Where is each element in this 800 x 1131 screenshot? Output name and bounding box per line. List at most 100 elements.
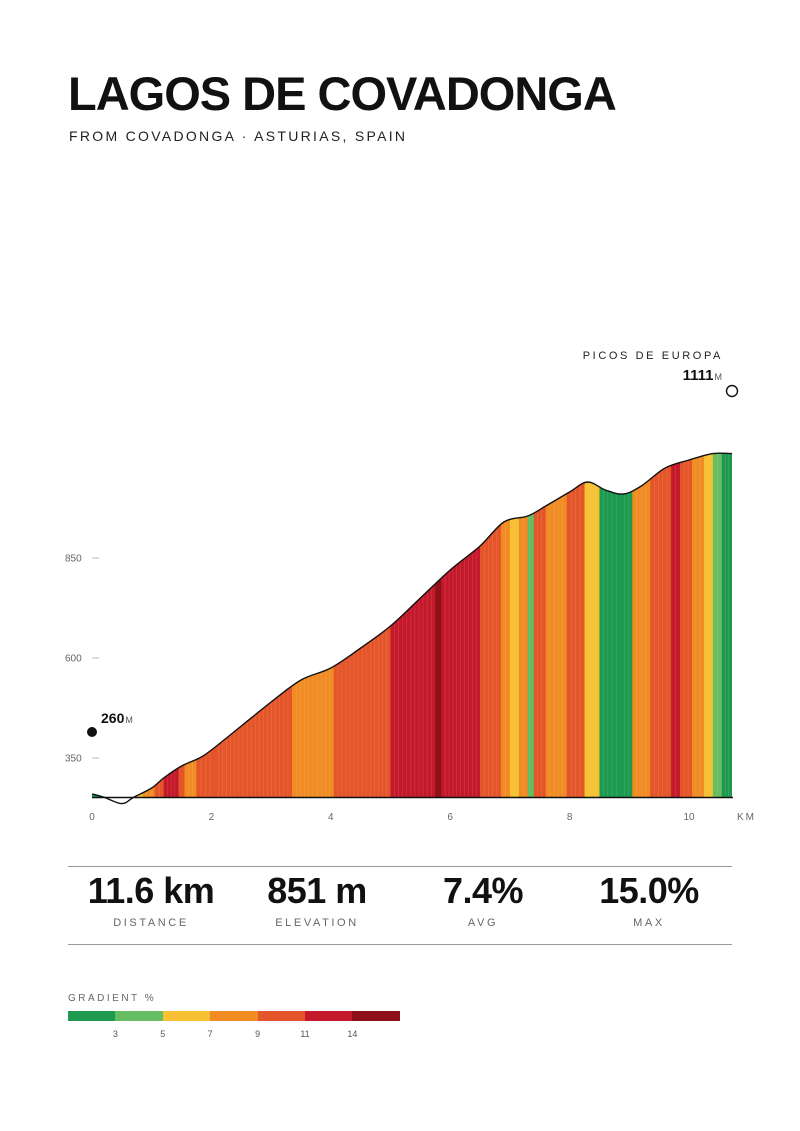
summit-name-label: PICOS DE EUROPA (583, 350, 723, 362)
gradient-bar (117, 453, 122, 798)
gradient-bar (171, 453, 176, 798)
y-tick-label: 350 (65, 754, 82, 765)
legend-tick-label: 3 (112, 1029, 118, 1039)
gradient-bar (174, 453, 179, 798)
gradient-bar (329, 453, 335, 798)
legend-swatch (162, 1011, 211, 1021)
gradient-bar (255, 453, 260, 798)
gradient-bar (247, 453, 252, 798)
gradient-bar (209, 453, 215, 798)
gradient-bar (588, 453, 593, 798)
gradient-bar (472, 453, 477, 798)
gradient-bar (259, 453, 264, 798)
page-title: LAGOS DE COVADONGA (68, 67, 617, 120)
gradient-bar (234, 453, 240, 798)
gradient-bar (105, 453, 111, 798)
page-subtitle: FROM COVADONGA · ASTURIAS, SPAIN (69, 128, 408, 144)
gradient-bar (267, 453, 272, 798)
x-tick-label: 6 (447, 812, 453, 823)
gradient-bar (218, 453, 223, 798)
gradient-bar (378, 453, 383, 798)
gradient-bar (558, 453, 563, 798)
stat-label: AVG (467, 917, 499, 929)
gradient-bar (505, 453, 511, 798)
gradient-bar (452, 453, 458, 798)
gradient-bar (129, 453, 135, 798)
gradient-bar (584, 453, 589, 798)
x-tick-label: 8 (567, 812, 573, 823)
gradient-bar (692, 453, 697, 798)
gradient-bar (518, 453, 524, 798)
y-tick-label: 850 (65, 554, 82, 565)
gradient-bar (275, 453, 281, 798)
gradient-bar (628, 453, 633, 798)
gradient-bar (533, 453, 539, 798)
legend-tick-label: 14 (347, 1029, 358, 1039)
gradient-bar (333, 453, 339, 798)
gradient-bar (188, 453, 193, 798)
stats-top-rule (68, 866, 732, 867)
stat-max: 15.0% MAX (564, 868, 734, 929)
gradient-bar (571, 453, 576, 798)
legend-swatch (352, 1011, 400, 1021)
gradient-bar (300, 453, 305, 798)
gradient-bar (509, 453, 515, 798)
gradient-bar (124, 453, 130, 798)
gradient-bar (636, 453, 642, 798)
gradient-bar (675, 453, 681, 798)
gradient-bar (523, 453, 529, 798)
gradient-bar (406, 453, 412, 798)
gradient-bar (607, 453, 613, 798)
gradient-bar (595, 453, 600, 798)
gradient-bar (292, 453, 297, 798)
gradient-bar (96, 453, 102, 798)
gradient-bar (721, 453, 726, 798)
gradient-bar (624, 453, 629, 798)
gradient-bar (500, 453, 506, 798)
legend-tick-label: 9 (255, 1029, 261, 1039)
gradient-bar (699, 453, 705, 798)
elevation-profile-line (91, 452, 733, 805)
y-tick-label: 600 (65, 654, 82, 665)
gradient-bar (464, 453, 469, 798)
gradient-bar (684, 453, 689, 798)
gradient-bar (688, 453, 693, 798)
gradient-bar (271, 453, 276, 798)
gradient-bar (419, 453, 424, 798)
gradient-bar (345, 453, 351, 798)
gradient-bar (279, 453, 285, 798)
gradient-bar (641, 453, 647, 798)
stat-value: 7.4% (442, 870, 524, 911)
stat-elevation: 851 m ELEVATION (232, 868, 402, 929)
gradient-bar (321, 453, 326, 798)
gradient-bar (537, 453, 543, 798)
gradient-bar (545, 453, 551, 798)
gradient-bar (196, 453, 202, 798)
gradient-bar (337, 453, 343, 798)
gradient-bar (658, 453, 664, 798)
legend-tick-label: 5 (160, 1029, 166, 1039)
gradient-bar (514, 453, 520, 798)
gradient-bar (374, 453, 379, 798)
gradient-bar (575, 453, 581, 798)
stats-bottom-rule (68, 944, 732, 945)
x-axis-unit-label: KM (737, 812, 756, 823)
gradient-bar (251, 453, 256, 798)
legend-swatch (210, 1011, 258, 1021)
gradient-bar (645, 453, 651, 798)
gradient-bar (200, 453, 206, 798)
gradient-bar (178, 453, 185, 798)
gradient-bar (354, 453, 359, 798)
gradient-bar (484, 453, 489, 798)
gradient-bar (410, 453, 416, 798)
gradient-bar (370, 453, 375, 798)
start-marker (87, 727, 97, 737)
gradient-bar (435, 453, 442, 798)
gradient-bar (427, 453, 432, 798)
gradient-bar (468, 453, 473, 798)
gradient-bar (712, 453, 718, 798)
gradient-bar (226, 453, 232, 798)
gradient-bar (382, 453, 387, 798)
gradient-bar (480, 453, 485, 798)
gradient-bar (492, 453, 498, 798)
